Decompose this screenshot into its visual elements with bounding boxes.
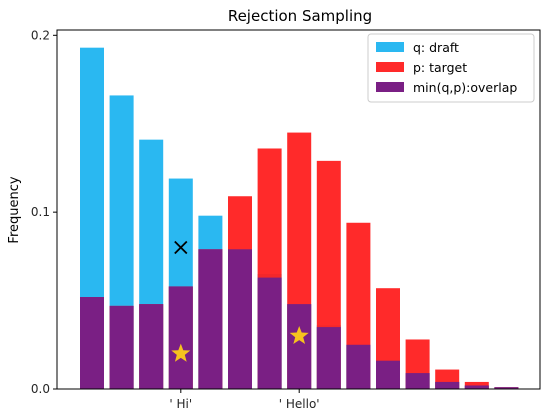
bar-min-q-p-overlap-5	[228, 249, 252, 389]
bar-min-q-p-overlap-13	[465, 385, 489, 389]
bar-min-q-p-overlap-6	[258, 278, 282, 389]
x-tick-label-1: ' Hello'	[279, 397, 320, 411]
legend-swatch	[376, 42, 404, 52]
bar-min-q-p-overlap-11	[406, 373, 430, 389]
legend: q: draft p: target min(q,p):overlap	[368, 34, 534, 102]
bar-min-q-p-overlap-7	[287, 304, 311, 389]
legend-label: q: draft	[413, 40, 459, 55]
bar-min-q-p-overlap-8	[317, 327, 341, 389]
chart-title: Rejection Sampling	[228, 7, 372, 25]
bar-min-q-p-overlap-0	[80, 297, 104, 389]
y-tick-label-2: 0.2	[31, 28, 50, 42]
bar-min-q-p-overlap-9	[346, 345, 370, 389]
legend-swatch	[376, 82, 404, 92]
bar-min-q-p-overlap-12	[435, 382, 459, 389]
bar-min-q-p-overlap-10	[376, 361, 400, 389]
y-axis-label: Frequency	[7, 176, 22, 243]
bar-min-q-p-overlap-2	[139, 304, 163, 389]
bar-min-q-p-overlap-1	[110, 306, 134, 389]
legend-label: min(q,p):overlap	[413, 80, 517, 95]
y-tick-label-1: 0.1	[31, 205, 50, 219]
x-tick-label-0: ' Hi'	[169, 397, 192, 411]
bar-min-q-p-overlap-3	[169, 286, 193, 389]
legend-label: p: target	[413, 60, 467, 75]
bar-min-q-p-overlap-4	[198, 249, 222, 389]
y-tick-label-0: 0.0	[31, 382, 50, 396]
legend-swatch	[376, 62, 404, 72]
